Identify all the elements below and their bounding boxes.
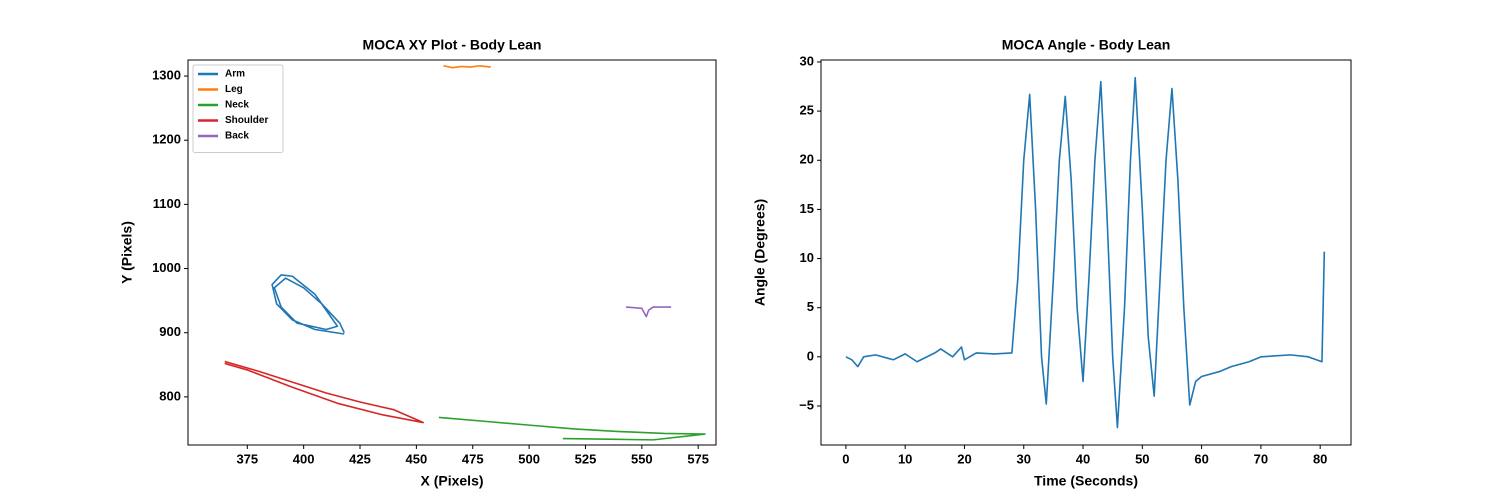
x-tick-label: 50 xyxy=(1135,451,1149,466)
y-axis-label: Angle (Degrees) xyxy=(752,199,768,306)
x-tick-label: 375 xyxy=(236,451,258,466)
x-tick-label: 0 xyxy=(842,451,849,466)
chart-title: MOCA XY Plot - Body Lean xyxy=(363,37,542,53)
y-tick-label: 10 xyxy=(800,250,814,265)
y-tick-label: 800 xyxy=(159,388,181,403)
data-line xyxy=(224,360,424,424)
data-line xyxy=(443,64,491,69)
x-tick-label: 80 xyxy=(1313,451,1327,466)
y-axis-label: Y (Pixels) xyxy=(119,221,135,284)
x-axis-label: X (Pixels) xyxy=(420,473,483,489)
legend-label: Leg xyxy=(225,84,243,95)
x-tick-label: 30 xyxy=(1017,451,1031,466)
x-tick-label: 450 xyxy=(406,451,428,466)
data-line xyxy=(625,306,672,318)
data-line xyxy=(271,274,345,335)
y-tick-label: 1100 xyxy=(153,196,181,211)
chart-title: MOCA Angle - Body Lean xyxy=(1002,37,1171,53)
y-tick-label: 5 xyxy=(807,299,814,314)
x-axis-label: Time (Seconds) xyxy=(1034,473,1138,489)
x-tick-label: 475 xyxy=(462,451,484,466)
data-line xyxy=(845,76,1326,429)
y-tick-label: 1000 xyxy=(152,260,181,275)
y-tick-label: 0 xyxy=(807,348,814,363)
x-tick-label: 20 xyxy=(957,451,971,466)
data-line xyxy=(438,416,706,441)
plot-frame xyxy=(187,59,717,446)
y-tick-label: 30 xyxy=(800,53,814,68)
x-tick-label: 500 xyxy=(518,451,540,466)
x-tick-label: 70 xyxy=(1254,451,1268,466)
legend-box xyxy=(192,64,284,153)
y-tick-label: 1300 xyxy=(152,67,181,82)
y-tick-label: 20 xyxy=(800,152,814,167)
plot-frame xyxy=(820,59,1352,446)
legend-label: Arm xyxy=(225,69,245,80)
x-tick-label: 425 xyxy=(349,451,371,466)
y-tick-label: 25 xyxy=(800,103,814,118)
legend-label: Neck xyxy=(225,100,249,111)
x-tick-label: 525 xyxy=(575,451,597,466)
x-tick-label: 10 xyxy=(898,451,912,466)
x-tick-label: 60 xyxy=(1194,451,1208,466)
x-tick-label: 400 xyxy=(293,451,315,466)
x-tick-label: 550 xyxy=(631,451,653,466)
x-tick-label: 40 xyxy=(1076,451,1090,466)
legend-label: Shoulder xyxy=(225,115,268,126)
y-tick-label: 15 xyxy=(800,201,814,216)
y-tick-label: 1200 xyxy=(152,132,181,147)
x-tick-label: 575 xyxy=(687,451,709,466)
y-tick-label: −5 xyxy=(799,397,814,412)
legend-label: Back xyxy=(225,131,249,142)
y-tick-label: 900 xyxy=(159,324,181,339)
